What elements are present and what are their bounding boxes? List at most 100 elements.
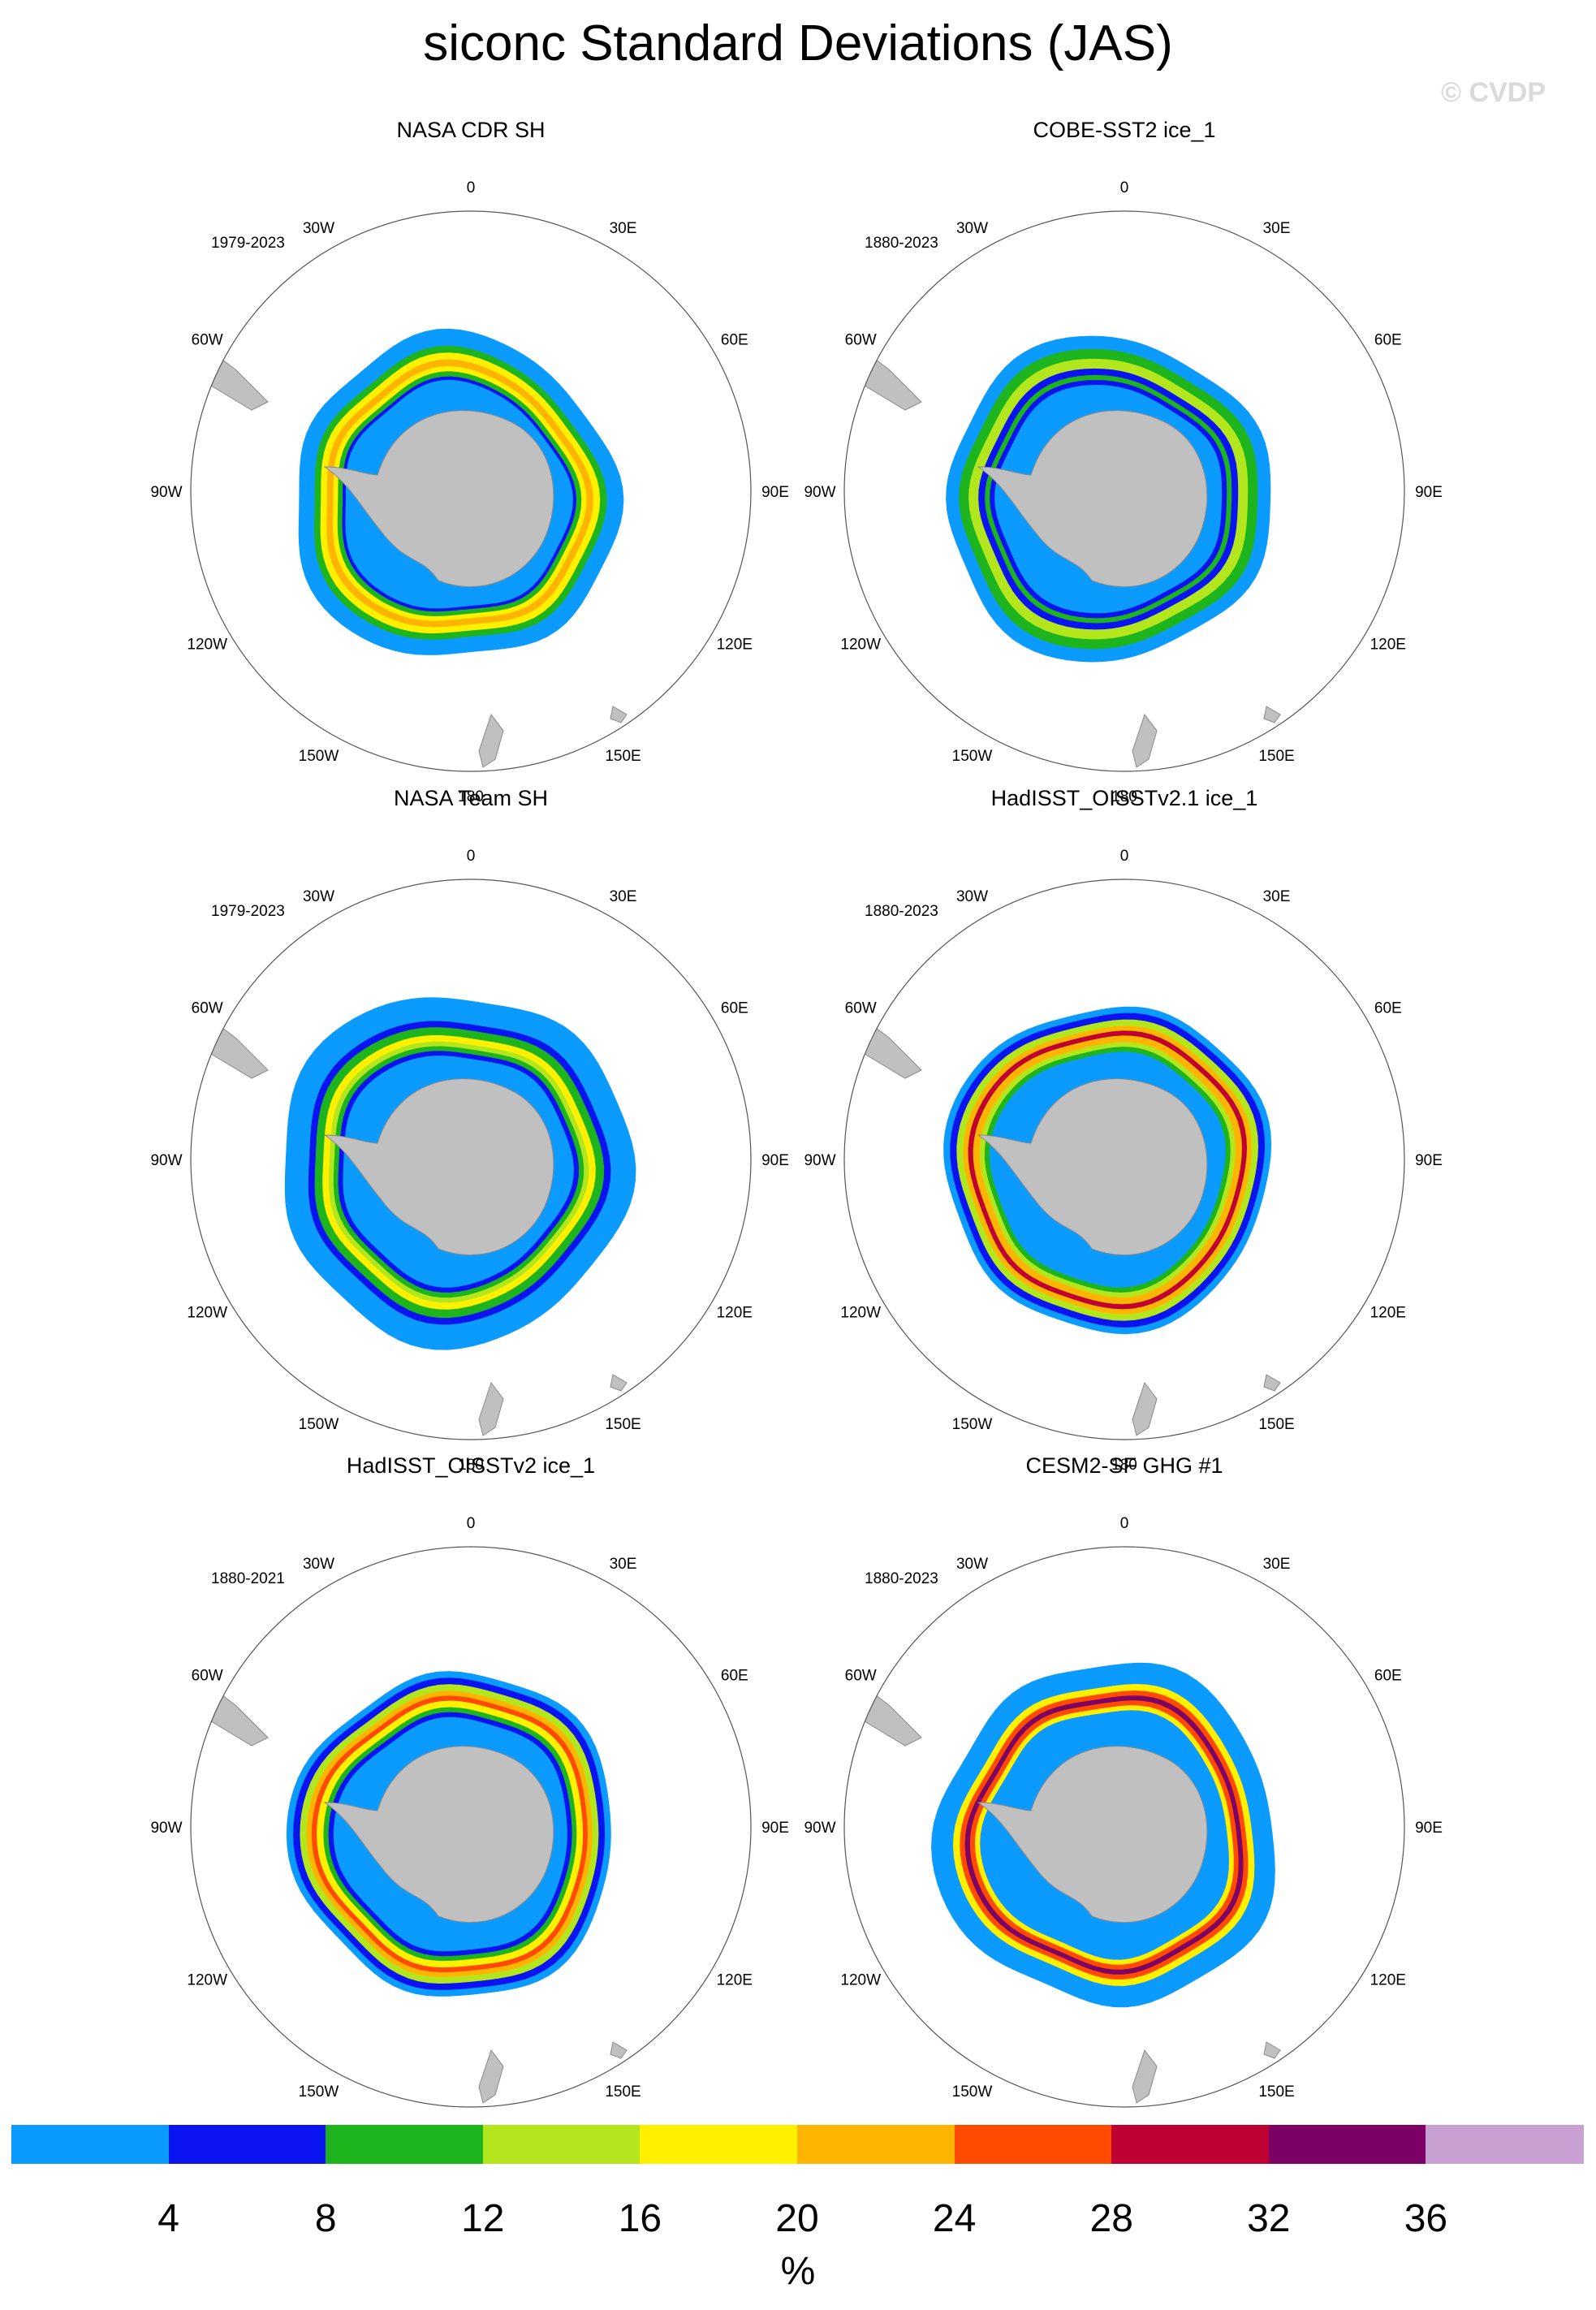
colorbar-swatch (954, 2125, 1113, 2164)
tasmania-landmass (610, 2041, 628, 2059)
longitude-label: 150W (299, 748, 339, 765)
longitude-label: 90E (1415, 484, 1443, 501)
new-zealand-landmass (1132, 1381, 1158, 1436)
map-panel: NASA CDR SH 0 30E 60E 90E 120E 150E 180 150W 120W… (106, 118, 836, 805)
longitude-label: 120W (187, 637, 227, 654)
antarctica-landmass (323, 1078, 554, 1256)
longitude-label: 60W (845, 1668, 877, 1685)
longitude-label: 30E (610, 888, 637, 905)
map-boundary-circle (843, 210, 1405, 772)
polar-map: 0 30E 60E 90E 120E 150E 180 150W 120W 90W 60W 30W 19… (150, 848, 789, 1474)
colorbar-unit: % (780, 2250, 816, 2293)
longitude-label: 90W (804, 484, 835, 501)
antarctica-landmass (323, 1746, 554, 1924)
colorbar-swatch (168, 2125, 327, 2164)
longitude-label: 30E (1263, 220, 1291, 237)
panel-title: COBE-SST2 ice_1 (1033, 118, 1216, 142)
longitude-label: 90W (150, 1820, 182, 1837)
colorbar-tick-label: 16 (618, 2197, 662, 2240)
longitude-label: 60E (721, 332, 748, 349)
longitude-label: 90E (761, 1820, 789, 1837)
longitude-label: 90W (150, 484, 182, 501)
antarctica-landmass (977, 1746, 1208, 1924)
longitude-label: 60W (192, 1000, 223, 1017)
polar-map: 030E60E90E120E150E180150W120W90W60W30W18… (150, 1515, 789, 2141)
tasmania-landmass (1263, 1374, 1281, 1392)
longitude-label: 120W (187, 1972, 227, 1989)
map-boundary-circle (843, 1546, 1405, 2108)
colorbar-tick-label: 28 (1089, 2197, 1133, 2240)
colorbar-swatch (11, 2125, 170, 2164)
longitude-label: 120E (717, 1305, 753, 1322)
longitude-label: 0 (467, 1515, 476, 1532)
panel-title: HadISST_OISSTv2.1 ice_1 (990, 786, 1258, 810)
colorbar (11, 2125, 1584, 2165)
period-label: 1880-2023 (865, 1570, 938, 1587)
longitude-label: 120E (1370, 1972, 1406, 1989)
longitude-label: 0 (467, 848, 476, 865)
longitude-label: 60W (192, 1668, 223, 1685)
tasmania-landmass (1263, 2041, 1281, 2059)
period-label: 1880-2021 (211, 1570, 285, 1587)
longitude-label: 150W (952, 748, 993, 765)
panel-title: HadISST_OISSTv2 ice_1 (346, 1453, 596, 1478)
period-label: 1880-2023 (865, 235, 938, 252)
longitude-label: 90E (1415, 1820, 1443, 1837)
longitude-label: 150E (605, 1416, 641, 1433)
new-zealand-landmass (478, 2049, 504, 2104)
colorbar-swatch (326, 2125, 484, 2164)
new-zealand-landmass (1132, 713, 1158, 768)
longitude-label: 120E (1370, 637, 1406, 654)
polar-map: 030E60E90E120E150E180150W120W90W60W30W18… (804, 1515, 1443, 2141)
longitude-label: 60W (192, 332, 223, 349)
panel-title: NASA CDR SH (396, 118, 546, 142)
longitude-label: 180 (458, 788, 484, 805)
longitude-label: 90W (804, 1820, 835, 1837)
colorbar-tick-label: 24 (932, 2197, 977, 2240)
longitude-label: 180 (1111, 788, 1137, 805)
map-boundary-circle (190, 1546, 752, 2108)
new-zealand-landmass (478, 1381, 504, 1436)
longitude-label: 30W (303, 1556, 334, 1573)
map-boundary-circle (190, 879, 752, 1440)
longitude-label: 60E (1374, 332, 1402, 349)
longitude-label: 90E (761, 1152, 789, 1169)
antarctica-landmass (977, 410, 1208, 588)
longitude-label: 120E (717, 1972, 753, 1989)
longitude-label: 30E (610, 1556, 637, 1573)
longitude-label: 150E (605, 2083, 641, 2101)
period-label: 1979-2023 (211, 235, 285, 252)
longitude-label: 0 (1120, 848, 1129, 865)
antarctica-landmass (323, 410, 554, 588)
longitude-label: 150W (299, 2083, 339, 2101)
map-panel: HadISST_OISSTv2 ice_1 0 30E 60E 90E 120E 150E 1… (106, 1453, 836, 2141)
longitude-label: 60E (721, 1668, 748, 1685)
longitude-label: 120W (187, 1305, 227, 1322)
longitude-label: 150W (952, 1416, 993, 1433)
colorbar-swatch (1111, 2125, 1270, 2164)
longitude-label: 120W (840, 637, 881, 654)
colorbar-swatch (482, 2125, 641, 2164)
longitude-label: 90W (804, 1152, 835, 1169)
longitude-label: 30E (610, 220, 637, 237)
longitude-label: 120E (717, 637, 753, 654)
longitude-label: 60E (1374, 1000, 1402, 1017)
polar-map: 030E60E90E120E150E180150W120W90W60W30W18… (804, 179, 1443, 805)
longitude-label: 120E (1370, 1305, 1406, 1322)
longitude-label: 30E (1263, 888, 1291, 905)
colorbar-tick-label: 36 (1404, 2197, 1448, 2240)
polar-map: 0 30E 60E 90E 120E 150E 180 150W 120W 90W 60W 30W 19… (150, 179, 788, 805)
longitude-label: 60W (845, 1000, 877, 1017)
longitude-label: 30W (956, 888, 988, 905)
longitude-label: 180 (1111, 1457, 1137, 1474)
polar-map: 030E60E90E120E150E180150W120W90W60W30W18… (804, 848, 1442, 1474)
longitude-label: 120W (840, 1305, 881, 1322)
panel-title: NASA Team SH (393, 786, 549, 810)
longitude-label: 0 (1120, 179, 1129, 196)
colorbar-swatch (1426, 2125, 1584, 2164)
longitude-label: 30W (303, 220, 334, 237)
longitude-label: 120W (840, 1972, 881, 1989)
colorbar-tick-label: 4 (157, 2197, 179, 2240)
longitude-label: 30W (303, 888, 334, 905)
colorbar-swatch (797, 2125, 955, 2164)
